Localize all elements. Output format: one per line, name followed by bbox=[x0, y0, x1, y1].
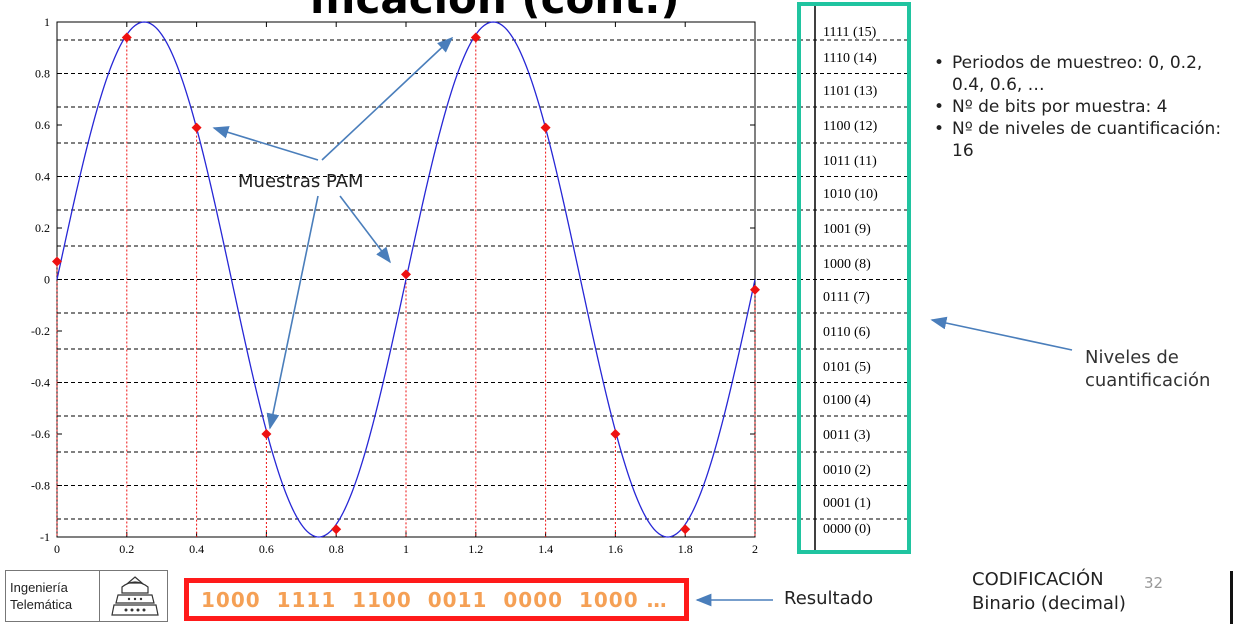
x-tick-label: 1 bbox=[403, 542, 409, 556]
sampling-info-list: Periodos de muestreo: 0, 0.2, 0.4, 0.6, … bbox=[934, 52, 1234, 162]
y-tick-label: 0.2 bbox=[35, 221, 50, 235]
x-tick-label: 1.8 bbox=[678, 542, 693, 556]
codificacion-label-line1: CODIFICACIÓN bbox=[972, 569, 1104, 590]
quantization-level-label: 0001 (1) bbox=[823, 496, 871, 511]
quantization-level-label: 0100 (4) bbox=[823, 393, 871, 408]
logo-divider bbox=[99, 571, 100, 621]
sample-point bbox=[261, 429, 272, 439]
y-tick-label: 0.8 bbox=[35, 67, 50, 81]
y-tick-label: 0.4 bbox=[35, 170, 50, 184]
sample-point bbox=[470, 32, 481, 43]
y-tick-label: -0.6 bbox=[31, 427, 50, 441]
quantization-level-label: 0000 (0) bbox=[823, 522, 871, 537]
quantization-level-label: 1010 (10) bbox=[823, 187, 878, 202]
logo-text: Ingeniería Telemática bbox=[10, 579, 72, 613]
page-number: 32 bbox=[1144, 574, 1164, 592]
x-tick-label: 2 bbox=[752, 542, 758, 556]
quantization-level-label: 1111 (15) bbox=[823, 25, 877, 40]
sample-point bbox=[610, 429, 621, 439]
logo-text-line1: Ingeniería bbox=[10, 580, 68, 595]
muestras-pam-annotation: Muestras PAM bbox=[238, 171, 364, 192]
quantization-level-label: 1011 (11) bbox=[823, 154, 877, 169]
slide-edge-bar bbox=[1230, 571, 1233, 624]
x-tick-label: 1.6 bbox=[608, 542, 623, 556]
quantization-level-label: 1000 (8) bbox=[823, 257, 871, 272]
x-tick-label: 0 bbox=[54, 542, 60, 556]
sample-point bbox=[540, 122, 551, 133]
x-tick-label: 0.4 bbox=[189, 542, 204, 556]
quantization-level-label: 1101 (13) bbox=[823, 84, 878, 99]
y-tick-label: -0.8 bbox=[31, 479, 50, 493]
sample-point bbox=[121, 32, 132, 43]
muestras-arrow-3 bbox=[339, 195, 391, 264]
y-tick-label: -0.2 bbox=[31, 324, 50, 338]
niveles-arrow bbox=[930, 316, 1073, 351]
y-tick-label: 1 bbox=[44, 15, 50, 29]
result-box: 1000 1111 1100 0011 0000 1000 … bbox=[184, 578, 689, 621]
quantization-level-label: 1001 (9) bbox=[823, 222, 871, 237]
quantization-level-label: 1110 (14) bbox=[823, 51, 877, 66]
quantization-level-label: 1100 (12) bbox=[823, 119, 878, 134]
slide-title-fragment: ificación (cont.) bbox=[310, 0, 1130, 23]
x-tick-label: 0.2 bbox=[119, 542, 134, 556]
niveles-annotation-line1: Niveles de bbox=[1085, 347, 1179, 368]
niveles-annotation-line2: cuantificación bbox=[1085, 370, 1211, 391]
sample-point bbox=[191, 122, 202, 133]
sample-point bbox=[401, 269, 411, 280]
x-tick-label: 0.8 bbox=[329, 542, 344, 556]
result-code: 1000 1111 1100 0011 0000 1000 … bbox=[201, 587, 668, 612]
resultado-annotation: Resultado bbox=[784, 588, 874, 609]
logo-text-line2: Telemática bbox=[10, 597, 73, 612]
signal-curve bbox=[56, 21, 756, 538]
y-tick-label: -1 bbox=[40, 530, 50, 544]
quantization-level-label: 0101 (5) bbox=[823, 360, 871, 375]
sample-point bbox=[680, 524, 691, 535]
quantization-level-label: 0011 (3) bbox=[823, 428, 871, 443]
codificacion-label: CODIFICACIÓN Binario (decimal) bbox=[972, 568, 1126, 616]
muestras-arrow-1 bbox=[212, 126, 319, 161]
y-tick-label: 0.6 bbox=[35, 118, 50, 132]
quantization-levels-highlight-box bbox=[797, 2, 911, 554]
muestras-arrow-2 bbox=[321, 36, 454, 161]
y-tick-label: 0 bbox=[44, 273, 50, 287]
sample-point bbox=[331, 524, 342, 535]
sample-point bbox=[750, 284, 760, 295]
bullet-bits-per-sample: Nº de bits por muestra: 4 bbox=[934, 96, 1234, 118]
quantization-level-label: 0111 (7) bbox=[823, 290, 870, 305]
x-tick-label: 0.6 bbox=[259, 542, 274, 556]
niveles-annotation: Niveles de cuantificación bbox=[1085, 346, 1210, 392]
x-tick-label: 1.4 bbox=[538, 542, 553, 556]
muestras-arrow-4 bbox=[266, 195, 319, 430]
bullet-sampling-periods: Periodos de muestreo: 0, 0.2, 0.4, 0.6, … bbox=[934, 52, 1234, 96]
bullet-quantization-levels: Nº de niveles de cuantificación: 16 bbox=[934, 118, 1234, 162]
university-crest-icon bbox=[111, 576, 159, 616]
x-tick-label: 1.2 bbox=[468, 542, 483, 556]
sample-point bbox=[52, 256, 62, 267]
y-tick-label: -0.4 bbox=[31, 376, 50, 390]
quantization-level-label: 0010 (2) bbox=[823, 463, 871, 478]
quantization-level-label: 0110 (6) bbox=[823, 325, 871, 340]
ingenieria-telematica-logo: Ingeniería Telemática bbox=[5, 570, 168, 622]
codificacion-label-line2: Binario (decimal) bbox=[972, 593, 1126, 614]
